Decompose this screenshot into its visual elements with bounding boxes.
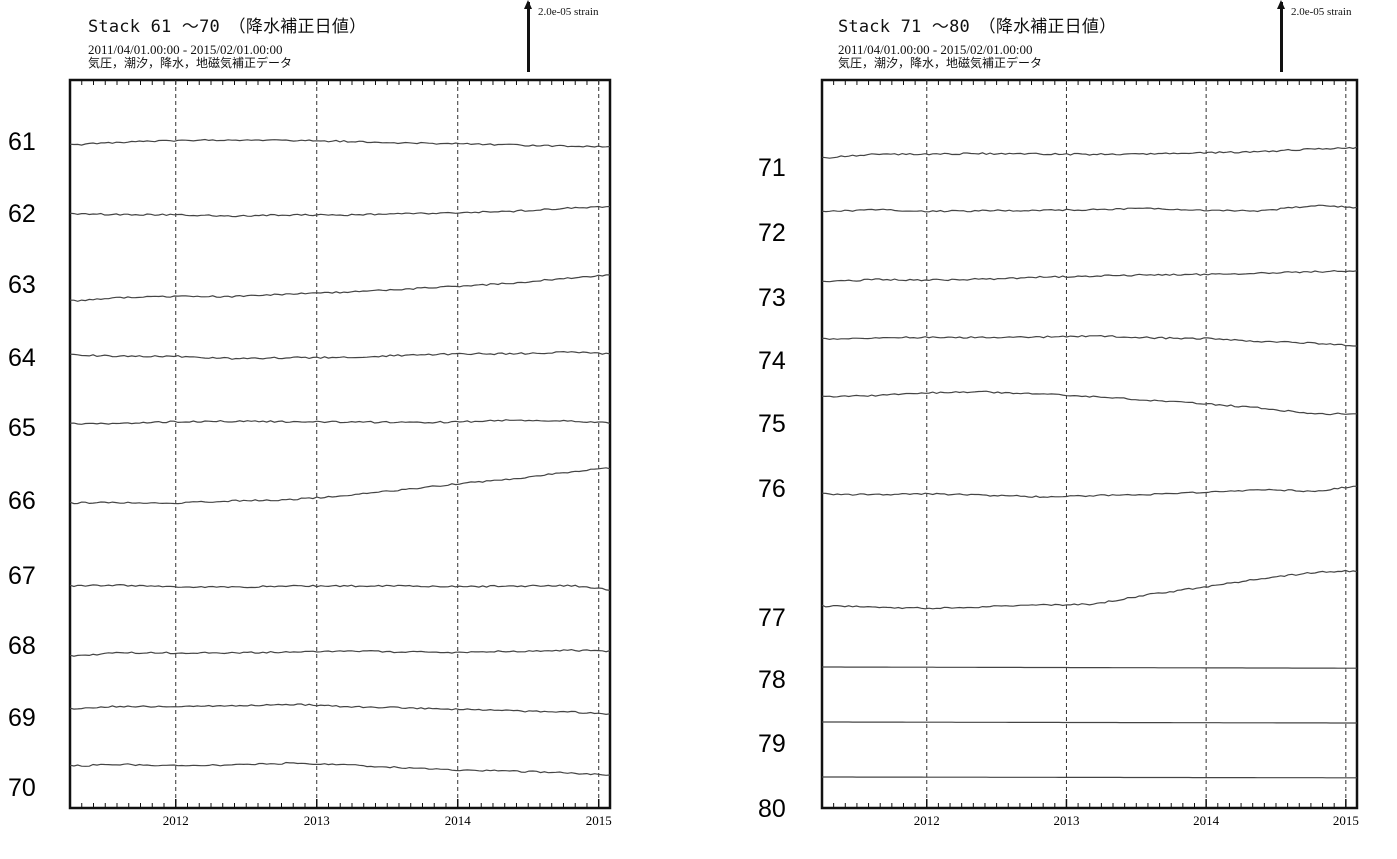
series-label-63: 63 xyxy=(8,271,36,299)
series-label-76: 76 xyxy=(758,475,786,503)
scale-label: 2.0e-05 strain xyxy=(1291,6,1352,18)
series-label-79: 79 xyxy=(758,730,786,758)
chart-panel-left: Stack 61 ～70 （降水補正日値） 2011/04/01.00:00 -… xyxy=(8,0,612,828)
series-label-75: 75 xyxy=(758,410,786,438)
plot-area: 2012 2013 2014 2015 71 72 73 74 75 76 77 78 79 80 xyxy=(758,78,1359,828)
series-label-77: 77 xyxy=(758,604,786,632)
chart-subtitle-period: 2011/04/01.00:00 - 2015/02/01.00:00 xyxy=(88,42,283,57)
series-line-77 xyxy=(821,569,1358,610)
series-line-78 xyxy=(822,666,1357,669)
chart-subtitle-corrections: 気圧，潮汐，降水，地磁気補正データ xyxy=(838,56,1043,70)
series-line-62 xyxy=(69,205,611,218)
plot-frame xyxy=(68,78,612,810)
series-line-76 xyxy=(821,485,1358,499)
series-line-63 xyxy=(70,274,610,302)
scale-arrow-icon xyxy=(1277,0,1285,72)
series-label-65: 65 xyxy=(8,414,36,442)
series-line-64 xyxy=(69,350,611,360)
series-label-62: 62 xyxy=(8,200,36,228)
x-tick-label: 2013 xyxy=(1053,813,1079,828)
x-tick-label: 2015 xyxy=(1333,813,1359,828)
series-line-65 xyxy=(69,419,611,425)
series-label-69: 69 xyxy=(8,704,36,732)
series-label-67: 67 xyxy=(8,562,36,590)
x-tick-label: 2015 xyxy=(586,813,612,828)
plot-area: 2012 2013 2014 2015 61 62 63 64 65 66 67 68 69 70 xyxy=(8,78,612,828)
series-line-69 xyxy=(69,703,611,716)
series-line-70 xyxy=(69,761,611,776)
x-tick-label: 2012 xyxy=(163,813,189,828)
series-label-73: 73 xyxy=(758,284,786,312)
scale-arrow-icon xyxy=(524,0,532,72)
series-line-75 xyxy=(821,390,1357,416)
series-line-68 xyxy=(69,648,611,657)
x-tick-label: 2013 xyxy=(304,813,330,828)
series-label-61: 61 xyxy=(8,128,36,156)
plot-frame xyxy=(820,78,1359,810)
chart-title: Stack 71 ～80 （降水補正日値） xyxy=(838,17,1117,37)
series-line-67 xyxy=(69,583,611,591)
series-label-68: 68 xyxy=(8,632,36,660)
chart-title: Stack 61 ～70 （降水補正日値） xyxy=(88,17,367,37)
series-label-72: 72 xyxy=(758,219,786,247)
chart-subtitle-period: 2011/04/01.00:00 - 2015/02/01.00:00 xyxy=(838,42,1033,57)
x-tick-label: 2014 xyxy=(1193,813,1220,828)
chart-subtitle-corrections: 気圧，潮汐，降水，地磁気補正データ xyxy=(88,56,293,70)
series-line-72 xyxy=(821,204,1358,213)
x-tick-label: 2014 xyxy=(445,813,472,828)
series-line-79 xyxy=(822,721,1357,724)
chart-panel-right: Stack 71 ～80 （降水補正日値） 2011/04/01.00:00 -… xyxy=(700,0,1397,859)
series-label-64: 64 xyxy=(8,344,36,372)
series-line-61 xyxy=(69,138,611,148)
series-line-71 xyxy=(821,146,1358,159)
series-line-74 xyxy=(821,334,1357,347)
series-line-80 xyxy=(822,776,1357,779)
series-label-66: 66 xyxy=(8,487,36,515)
x-tick-label: 2012 xyxy=(914,813,940,828)
series-label-80: 80 xyxy=(758,795,786,823)
series-line-73 xyxy=(821,269,1358,283)
series-label-74: 74 xyxy=(758,347,786,375)
series-label-71: 71 xyxy=(758,154,786,182)
series-line-66 xyxy=(69,467,611,505)
series-label-78: 78 xyxy=(758,666,786,694)
scale-label: 2.0e-05 strain xyxy=(538,6,599,18)
series-label-70: 70 xyxy=(8,774,36,802)
